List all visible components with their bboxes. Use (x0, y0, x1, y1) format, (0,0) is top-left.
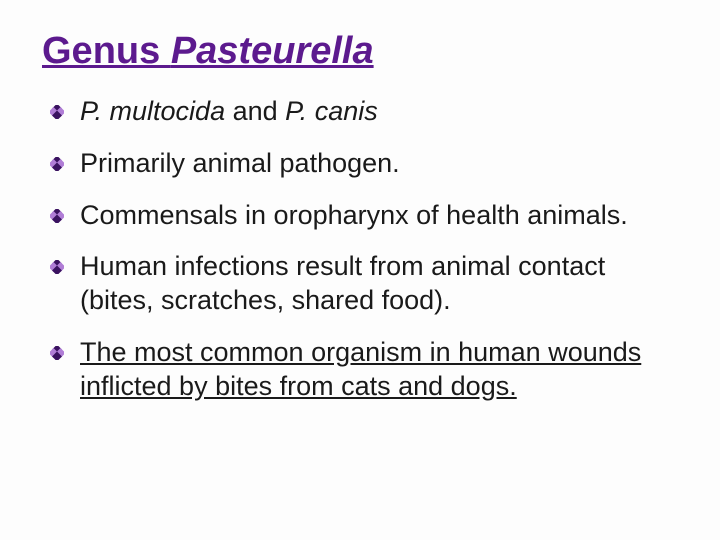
diamond-bullet-icon (50, 260, 64, 274)
list-item: Human infections result from animal cont… (50, 250, 680, 318)
list-item: P. multocida and P. canis (50, 95, 680, 129)
text-segment: The most common organism in human wounds… (80, 337, 641, 401)
slide-title: Genus Pasteurella (40, 30, 680, 73)
bullet-text: Primarily animal pathogen. (80, 147, 680, 181)
bullet-text: P. multocida and P. canis (80, 95, 680, 129)
bullet-text: Commensals in oropharynx of health anima… (80, 199, 680, 233)
text-segment: and (225, 96, 285, 126)
text-segment: Commensals in oropharynx of health anima… (80, 200, 628, 230)
title-prefix: Genus (42, 30, 171, 72)
list-item: The most common organism in human wounds… (50, 336, 680, 404)
diamond-bullet-icon (50, 105, 64, 119)
bullet-list: P. multocida and P. canis Primarily anima… (40, 95, 680, 403)
text-segment: Primarily animal pathogen. (80, 148, 400, 178)
italic-segment: P. multocida (80, 96, 225, 126)
diamond-bullet-icon (50, 346, 64, 360)
title-italic: Pasteurella (171, 30, 374, 72)
italic-segment: P. canis (285, 96, 378, 126)
list-item: Primarily animal pathogen. (50, 147, 680, 181)
text-segment: Human infections result from animal cont… (80, 251, 605, 315)
list-item: Commensals in oropharynx of health anima… (50, 199, 680, 233)
slide-container: Genus Pasteurella P. multocida and P. ca… (0, 0, 720, 441)
diamond-bullet-icon (50, 209, 64, 223)
diamond-bullet-icon (50, 157, 64, 171)
bullet-text: The most common organism in human wounds… (80, 336, 680, 404)
bullet-text: Human infections result from animal cont… (80, 250, 680, 318)
